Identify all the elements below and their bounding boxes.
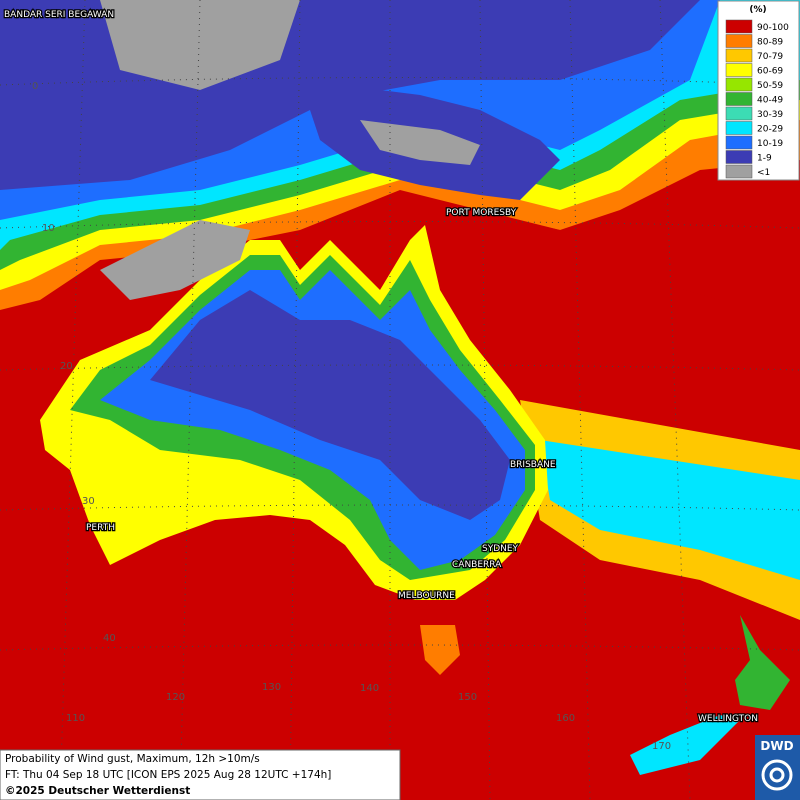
- lat-label: 10: [42, 223, 55, 234]
- logo-icon: [761, 759, 793, 791]
- continent-field: [100, 220, 250, 300]
- place-label: PORT MORESBY: [446, 208, 517, 218]
- legend-swatch: [725, 92, 753, 106]
- lat-label: 0: [32, 81, 38, 92]
- place-label: WELLINGTON: [698, 714, 758, 724]
- legend-label: 60-69: [757, 67, 783, 77]
- lon-label: 110: [66, 713, 85, 724]
- legend-swatch: [725, 77, 753, 92]
- lon-label: 160: [556, 713, 575, 724]
- legend-label: 80-89: [757, 38, 783, 48]
- lat-label: 40: [103, 633, 116, 644]
- legend-label: 20-29: [757, 125, 783, 135]
- footer-text: ©2025 Deutscher Wetterdienst: [5, 785, 190, 797]
- lon-label: 150: [458, 692, 477, 703]
- legend-label: 70-79: [757, 52, 783, 62]
- legend-label: 10-19: [757, 139, 783, 149]
- legend-swatch: [725, 121, 753, 135]
- legend-label: 1-9: [757, 154, 772, 164]
- legend-swatch: [725, 164, 753, 179]
- legend-label: 40-49: [757, 96, 783, 106]
- lon-label: 170: [652, 741, 671, 752]
- footer-text: FT: Thu 04 Sep 18 UTC [ICON EPS 2025 Aug…: [5, 769, 331, 781]
- logo-icon: [769, 767, 785, 783]
- legend-title: (%): [749, 5, 766, 15]
- place-label: SYDNEY: [482, 544, 519, 554]
- field: [100, 0, 300, 90]
- lon-label: 130: [262, 682, 281, 693]
- legend-swatch: [725, 63, 753, 77]
- legend-swatch: [725, 135, 753, 150]
- place-label: MELBOURNE: [398, 591, 455, 601]
- island-field: [735, 615, 790, 710]
- footer-text: Probability of Wind gust, Maximum, 12h >…: [5, 753, 260, 765]
- lon-label: 120: [166, 692, 185, 703]
- place-label: CANBERRA: [452, 560, 502, 570]
- island-field: [420, 625, 460, 675]
- lat-label: 20: [60, 361, 73, 372]
- field: [540, 440, 800, 580]
- place-label: BANDAR SERI BEGAWAN: [4, 10, 114, 20]
- continent-field: [150, 290, 510, 520]
- island-field: [630, 715, 740, 775]
- logo-text: DWD: [760, 739, 793, 753]
- legend-swatch: [725, 34, 753, 48]
- legend-swatch: [725, 106, 753, 121]
- footer-box: [0, 749, 401, 800]
- place-label: BRISBANE: [510, 460, 556, 470]
- legend-label: 30-39: [757, 110, 783, 120]
- lat-label: 30: [82, 496, 95, 507]
- legend-label: 90-100: [757, 23, 789, 33]
- legend-label: <1: [757, 168, 770, 178]
- place-label: PERTH: [86, 523, 115, 533]
- island-field: [360, 120, 480, 165]
- legend-swatch: [725, 48, 753, 63]
- lon-label: 140: [360, 683, 379, 694]
- legend: (%) 90-100 80-89 70-79 60-69 50-59 40-49 30-39…: [717, 0, 800, 181]
- legend-swatch: [725, 150, 753, 164]
- field: [420, 200, 800, 420]
- legend-swatch: [725, 19, 753, 34]
- legend-label: 50-59: [757, 81, 783, 91]
